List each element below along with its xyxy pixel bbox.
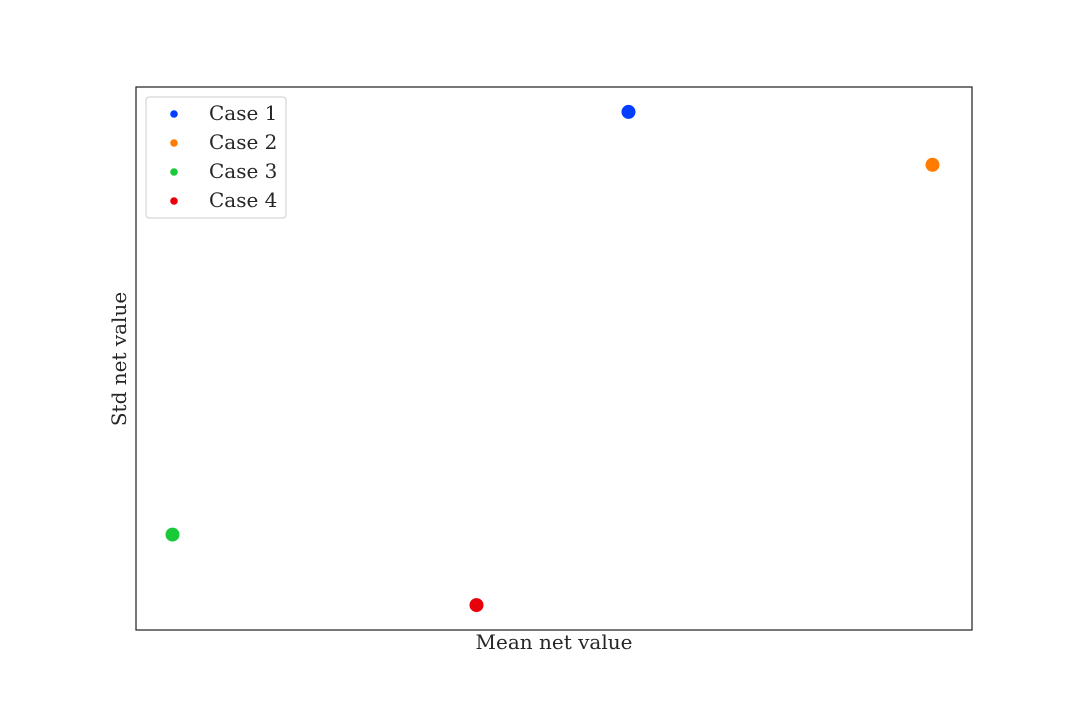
data-point-case-3	[165, 527, 180, 542]
legend-items: Case 1 Case 2 Case 3 Case 4	[170, 101, 277, 212]
legend-box	[145, 96, 287, 219]
x-axis-label: Mean net value	[476, 630, 633, 654]
y-axis-label: Std net value	[107, 292, 131, 426]
data-point-case-1	[621, 104, 636, 119]
data-point-case-2	[925, 157, 940, 172]
legend-marker-case-2	[170, 139, 178, 147]
legend-label-case-3: Case 3	[209, 159, 277, 183]
data-points	[165, 104, 940, 613]
legend: Case 1 Case 2 Case 3 Case 4	[145, 96, 287, 219]
legend-label-case-1: Case 1	[209, 101, 277, 125]
legend-marker-case-3	[170, 168, 178, 176]
data-point-case-4	[469, 598, 484, 613]
legend-marker-case-1	[170, 110, 178, 118]
legend-label-case-2: Case 2	[209, 130, 277, 154]
legend-label-case-4: Case 4	[209, 188, 277, 212]
legend-marker-case-4	[170, 197, 178, 205]
